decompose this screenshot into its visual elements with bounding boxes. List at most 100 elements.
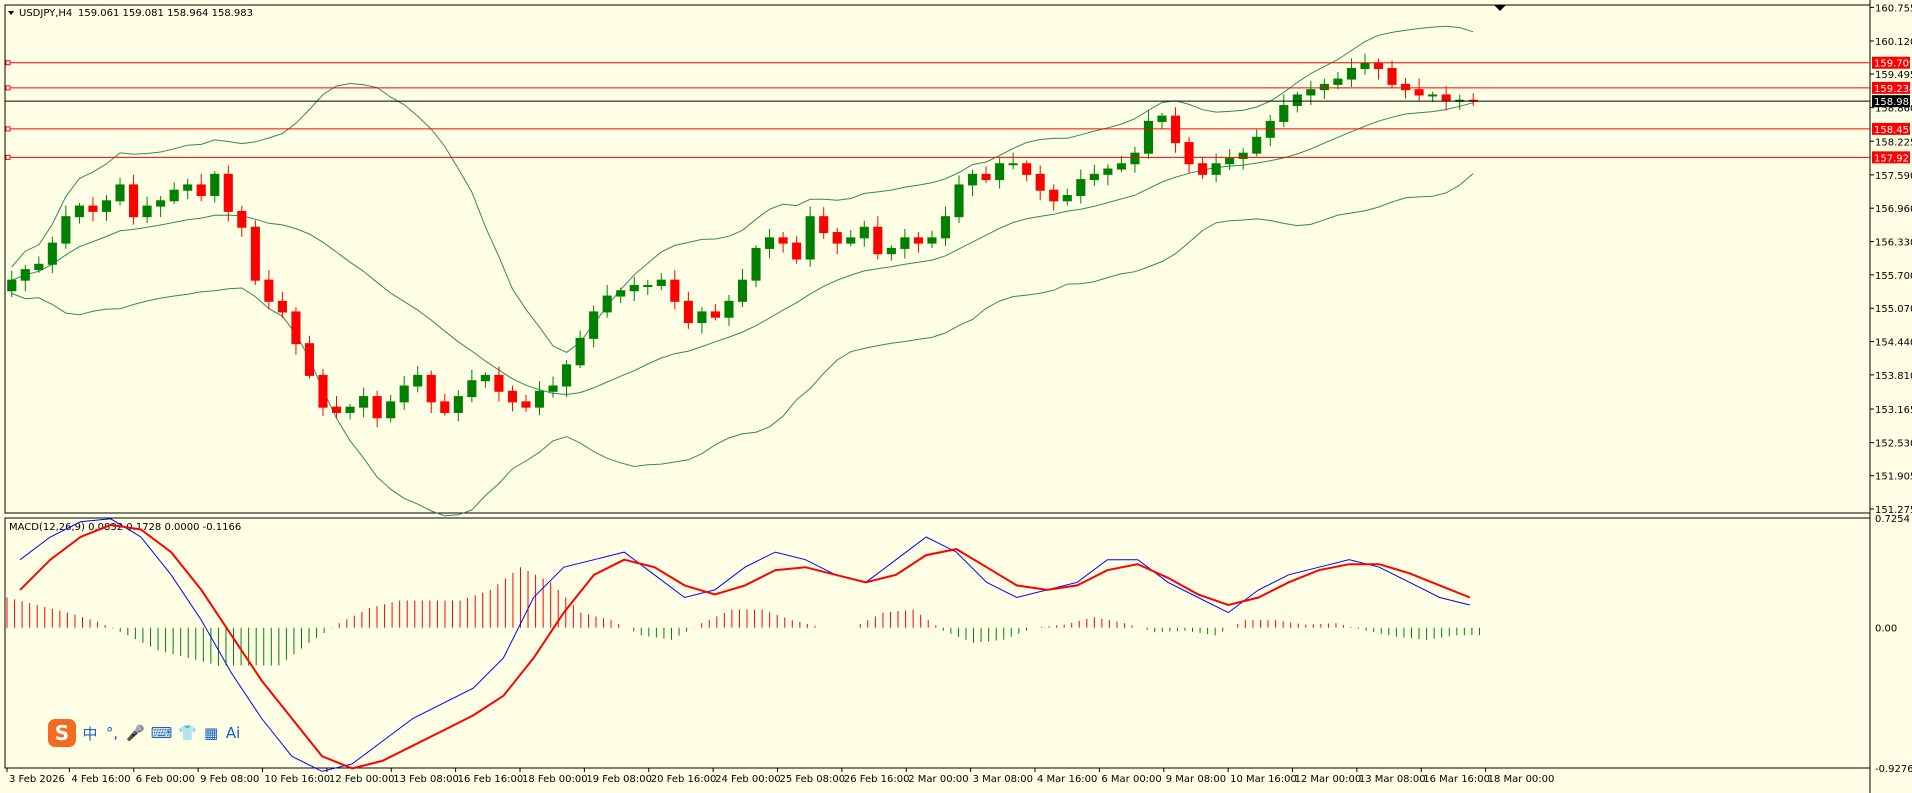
time-tick-label: 24 Feb 00:00 xyxy=(715,774,781,785)
bear-candle xyxy=(832,232,842,244)
price-tick-label: 156.330 xyxy=(1875,238,1912,249)
time-tick-label: 20 Feb 16:00 xyxy=(651,774,717,785)
ime-skin-icon[interactable]: 👕 xyxy=(178,724,198,742)
ime-keyboard-icon[interactable]: ⌨ xyxy=(150,724,173,742)
macd-line xyxy=(19,518,1471,772)
chart-shift-marker-icon xyxy=(1494,5,1506,11)
ime-ai-button[interactable]: Ai xyxy=(225,724,241,742)
bollinger-lower-band xyxy=(11,173,1474,517)
price-tick-label: 155.700 xyxy=(1875,271,1912,282)
bear-candle xyxy=(494,374,504,392)
ime-punctuation-icon[interactable]: °, xyxy=(105,724,119,742)
time-tick-label: 19 Feb 08:00 xyxy=(586,774,652,785)
bull-candle xyxy=(846,237,856,244)
bear-candle xyxy=(710,311,720,318)
bear-candle xyxy=(304,343,315,376)
bull-candle xyxy=(1211,163,1221,175)
ime-toolbox-icon[interactable]: ▦ xyxy=(203,724,219,742)
bull-candle xyxy=(900,237,910,249)
bear-candle xyxy=(426,374,436,403)
time-tick-label: 16 Mar 16:00 xyxy=(1423,774,1490,785)
bear-candle xyxy=(778,237,788,244)
bear-candle xyxy=(819,216,829,234)
time-tick-label: 6 Mar 00:00 xyxy=(1101,774,1161,785)
bull-candle xyxy=(156,200,166,207)
bull-candle xyxy=(142,205,152,218)
ime-mode-chinese[interactable]: 中 xyxy=(82,724,98,743)
bull-candle xyxy=(765,237,775,249)
price-tick-label: 157.590 xyxy=(1875,171,1912,182)
time-tick-label: 13 Mar 08:00 xyxy=(1359,774,1426,785)
bull-candle xyxy=(954,184,964,218)
time-tick-label: 6 Feb 00:00 xyxy=(136,774,195,785)
symbol-menu-icon xyxy=(8,11,14,15)
bear-candle xyxy=(913,237,923,244)
bull-candle xyxy=(643,284,653,287)
level-handle-icon xyxy=(5,126,11,132)
bear-candle xyxy=(1184,142,1194,165)
bull-candle xyxy=(1279,105,1289,122)
time-tick-label: 2 Mar 00:00 xyxy=(908,774,968,785)
price-tick-label: 152.530 xyxy=(1875,439,1912,450)
ime-voice-icon[interactable]: 🎤 xyxy=(126,724,145,742)
ime-toolbar[interactable]: S 中 °, 🎤 ⌨ 👕 ▦ Ai xyxy=(48,718,241,748)
bull-candle xyxy=(751,247,761,281)
bull-candle xyxy=(697,311,707,323)
bull-candle xyxy=(656,279,666,286)
bull-candle xyxy=(1130,152,1140,165)
ohlc-readout: 159.061 159.081 158.964 158.983 xyxy=(78,8,253,19)
bear-candle xyxy=(1441,94,1451,101)
macd-tick-label: -0.9276 xyxy=(1875,764,1912,775)
bear-candle xyxy=(683,300,693,324)
bull-candle xyxy=(575,337,585,366)
price-tick-label: 156.960 xyxy=(1875,204,1912,215)
bear-candle xyxy=(670,279,680,302)
bear-candle xyxy=(1401,83,1411,91)
bear-candle xyxy=(372,396,382,419)
level-price-label: 159.234 xyxy=(1874,84,1912,95)
bull-candle xyxy=(1238,152,1248,159)
time-tick-label: 10 Feb 16:00 xyxy=(265,774,331,785)
bull-candle xyxy=(359,396,369,408)
time-tick-label: 12 Feb 00:00 xyxy=(329,774,395,785)
bull-candle xyxy=(602,295,612,313)
level-price-tag xyxy=(1872,151,1910,164)
time-tick-label: 25 Feb 08:00 xyxy=(780,774,846,785)
price-tick-label: 154.440 xyxy=(1875,338,1912,349)
price-tick-label: 160.755 xyxy=(1875,3,1912,14)
bull-candle xyxy=(101,200,112,212)
bull-candle xyxy=(1116,163,1126,170)
price-tick-label: 159.495 xyxy=(1875,70,1912,81)
level-handle-icon xyxy=(5,85,11,91)
bear-candle xyxy=(250,226,260,281)
level-price-tag xyxy=(1872,122,1910,135)
bull-candle xyxy=(1428,94,1438,97)
bull-candle xyxy=(1333,78,1343,85)
sogou-logo-icon[interactable]: S xyxy=(48,719,76,747)
bear-candle xyxy=(277,300,287,313)
bull-candle xyxy=(534,390,545,408)
level-handle-icon xyxy=(5,154,11,160)
bull-candle xyxy=(413,374,423,387)
bull-candle xyxy=(20,269,30,281)
bear-candle xyxy=(440,401,450,413)
bear-candle xyxy=(1049,189,1059,202)
bull-candle xyxy=(1089,173,1099,181)
bull-candle xyxy=(1062,195,1072,202)
bear-candle xyxy=(223,173,233,212)
bear-candle xyxy=(981,173,991,181)
bull-candle xyxy=(995,163,1005,181)
bull-candle xyxy=(1076,179,1086,196)
bull-candle xyxy=(737,279,748,302)
time-tick-label: 12 Mar 00:00 xyxy=(1295,774,1362,785)
macd-tick-label: 0.7254 xyxy=(1875,514,1910,525)
bull-candle xyxy=(967,173,978,186)
bear-candle xyxy=(873,226,883,255)
time-tick-label: 9 Mar 08:00 xyxy=(1166,774,1226,785)
bull-candle xyxy=(805,216,815,260)
bull-candle xyxy=(1346,68,1357,80)
macd-signal-line xyxy=(19,523,1471,770)
price-tick-label: 160.120 xyxy=(1875,37,1912,48)
